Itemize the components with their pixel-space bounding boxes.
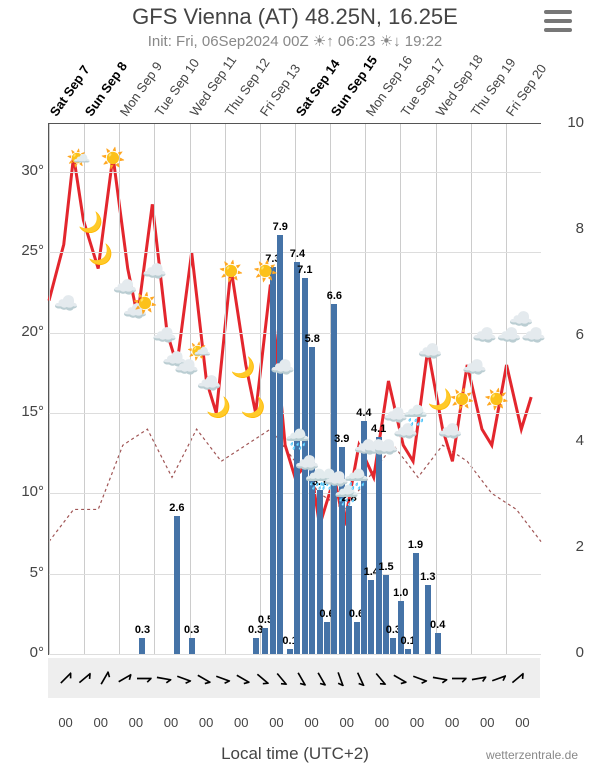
precip-bar	[189, 638, 195, 654]
left-tick-label: 10°	[4, 483, 44, 500]
right-tick-label: 6	[576, 326, 584, 343]
x-tick-label: 00	[440, 715, 464, 730]
precip-bar	[368, 580, 374, 654]
right-tick-label: 8	[576, 220, 584, 237]
precip-bar	[435, 633, 441, 654]
left-tick-label: 30°	[4, 162, 44, 179]
weather-icon: 🌧️	[344, 467, 369, 492]
x-tick-label: 00	[335, 715, 359, 730]
left-tick-label: 0°	[4, 644, 44, 661]
precip-bar-label: 3.9	[327, 433, 357, 445]
weather-icon: ☁️	[438, 419, 463, 444]
chart-area: Sat Sep 7Sun Sep 8Mon Sep 9Tue Sep 10Wed…	[0, 48, 590, 768]
chart-header: GFS Vienna (AT) 48.25N, 16.25E Init: Fri…	[0, 0, 590, 50]
weather-icon: ☀️	[219, 259, 244, 284]
x-tick-label: 00	[264, 715, 288, 730]
weather-icon: 🌙	[88, 242, 113, 267]
precip-bar	[317, 490, 323, 654]
left-tick-label: 5°	[4, 564, 44, 581]
x-tick-label: 00	[229, 715, 253, 730]
weather-icon: 🌙	[78, 210, 103, 235]
x-tick-label: 00	[54, 715, 78, 730]
chart-title: GFS Vienna (AT) 48.25N, 16.25E	[0, 4, 590, 30]
x-tick-label: 00	[89, 715, 113, 730]
precip-bar	[324, 622, 330, 654]
precip-bar-label: 0.1	[275, 635, 305, 647]
weather-icon: ☁️	[270, 355, 295, 380]
left-tick-label: 20°	[4, 323, 44, 340]
precip-bar	[376, 437, 382, 654]
right-tick-label: 2	[576, 538, 584, 555]
precip-bar-label: 0.6	[312, 608, 342, 620]
left-tick-label: 15°	[4, 403, 44, 420]
precip-bar-label: 0.6	[342, 608, 372, 620]
precip-bar-label: 1.3	[413, 571, 443, 583]
weather-icon: 🌤️	[66, 146, 91, 171]
attribution-text: wetterzentrale.de	[486, 748, 578, 762]
precip-bar-label: 7.1	[290, 264, 320, 276]
weather-meteogram: GFS Vienna (AT) 48.25N, 16.25E Init: Fri…	[0, 0, 590, 768]
precip-bar-label: 0.3	[127, 624, 157, 636]
right-tick-label: 0	[576, 644, 584, 661]
weather-icon: 🌙	[231, 355, 256, 380]
x-tick-label: 00	[370, 715, 394, 730]
precip-bar-label: 5.8	[297, 333, 327, 345]
weather-icon: 🌙	[241, 395, 266, 420]
precip-bar-label: 1.9	[401, 539, 431, 551]
weather-icon: 🌧️	[285, 427, 310, 452]
precip-bar	[277, 235, 283, 654]
weather-icon: ☁️	[54, 291, 79, 316]
precip-bar	[262, 628, 268, 655]
weather-icon: 🌙	[206, 395, 231, 420]
precip-bar-label: 0.4	[423, 619, 453, 631]
x-tick-label: 00	[300, 715, 324, 730]
precip-bar	[405, 649, 411, 654]
weather-icon: ☁️	[142, 259, 167, 284]
precip-bar	[270, 267, 276, 654]
wind-barb-row: ↾↾↾↾↾↾↾↾↾↾↾↾↾↾↾↾↾↾↾↾↾↾↾↾	[48, 658, 540, 698]
weather-icon: ☀️	[132, 291, 157, 316]
weather-icon: ☁️	[196, 371, 221, 396]
weather-icon: ☀️	[484, 387, 509, 412]
date-axis: Sat Sep 7Sun Sep 8Mon Sep 9Tue Sep 10Wed…	[0, 48, 590, 118]
weather-icon: ☁️	[418, 339, 443, 364]
x-tick-label: 00	[475, 715, 499, 730]
weather-icon: ☁️	[152, 323, 177, 348]
right-tick-label: 4	[576, 432, 584, 449]
precip-bar	[346, 506, 352, 654]
precip-bar-label: 0.1	[393, 635, 423, 647]
precip-bar-label: 2.6	[162, 502, 192, 514]
precip-bar-label: 7.4	[282, 248, 312, 260]
precip-bar-label: 4.4	[349, 407, 379, 419]
precip-bar	[287, 649, 293, 654]
precip-bar	[413, 553, 419, 654]
precip-bar-label: 0.3	[177, 624, 207, 636]
precip-bar-label: 1.0	[386, 587, 416, 599]
weather-icon: ☀️	[450, 387, 475, 412]
left-tick-label: 25°	[4, 242, 44, 259]
weather-icon: ☁️	[462, 355, 487, 380]
precip-bar	[354, 622, 360, 654]
x-tick-label: 00	[159, 715, 183, 730]
weather-icon: ☀️	[101, 146, 126, 171]
weather-icon: ☁️	[472, 323, 497, 348]
precip-bar	[139, 638, 145, 654]
x-tick-label: 00	[510, 715, 534, 730]
precip-bar-label: 0.5	[250, 614, 280, 626]
weather-icon: 🌧️	[403, 403, 428, 428]
weather-icon: ☁️	[521, 323, 546, 348]
weather-icon: ☀️	[253, 259, 278, 284]
hamburger-menu-icon[interactable]	[544, 10, 572, 32]
x-tick-label: 00	[405, 715, 429, 730]
precip-bar-label: 1.5	[371, 561, 401, 573]
weather-icon: 🌤️	[187, 339, 212, 364]
precip-bar-label: 6.6	[319, 290, 349, 302]
x-tick-label: 00	[194, 715, 218, 730]
wind-barb-icon: ↾	[328, 664, 352, 693]
precip-bar	[253, 638, 259, 654]
x-tick-label: 00	[124, 715, 148, 730]
plot-region: 0.32.60.30.30.57.37.90.17.47.15.83.10.66…	[48, 123, 541, 655]
right-tick-label: 10	[567, 114, 584, 131]
precip-bar-label: 7.9	[265, 221, 295, 233]
